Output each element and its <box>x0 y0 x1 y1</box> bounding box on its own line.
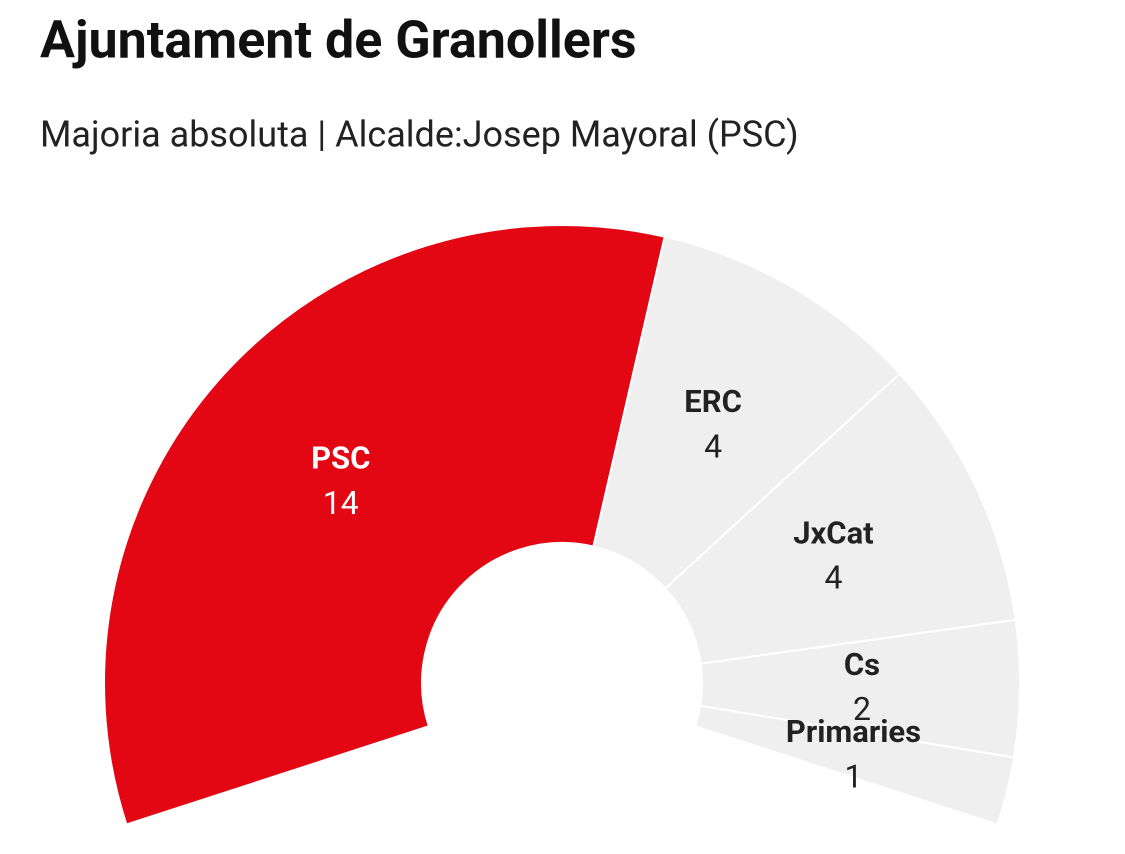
slice-value: 4 <box>704 427 722 465</box>
slice <box>592 235 902 590</box>
slice-label: PSC <box>311 440 370 477</box>
slice <box>693 704 1016 826</box>
slice-label: JxCat <box>793 514 873 551</box>
slice-label: Primaries <box>786 713 921 750</box>
slice-value: 2 <box>853 690 871 728</box>
slice <box>663 372 1017 665</box>
slice-value: 1 <box>844 757 862 795</box>
slice-value: 14 <box>323 484 359 522</box>
chart-title: Ajuntament de Granollers <box>40 10 637 71</box>
slice-label: ERC <box>684 383 742 420</box>
chart-subtitle: Majoria absoluta | Alcalde:Josep Mayoral… <box>40 114 799 156</box>
slice-value: 4 <box>824 559 842 597</box>
slice-label: Cs <box>844 646 880 683</box>
slice <box>103 224 666 826</box>
